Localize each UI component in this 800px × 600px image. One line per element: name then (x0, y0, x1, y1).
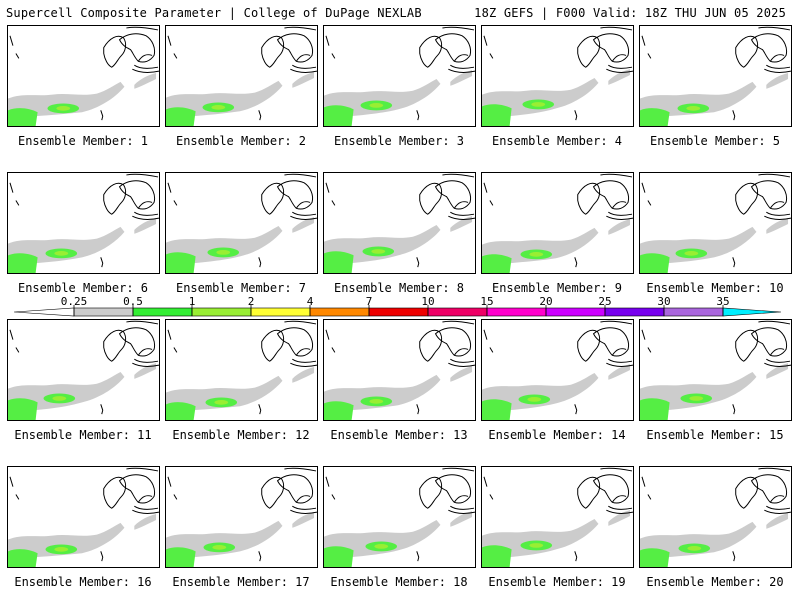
ensemble-member-label: Ensemble Member: 6 (17, 281, 149, 295)
ensemble-map-panel (639, 172, 792, 274)
ensemble-map (8, 467, 159, 567)
colorbar-segment (309, 307, 370, 317)
ensemble-map (166, 26, 317, 126)
ensemble-map (324, 320, 475, 420)
ensemble-map-panel (639, 466, 792, 568)
colorbar-tick-label: 7 (366, 296, 373, 308)
colorbar-tick-label: 0.25 (61, 296, 88, 308)
colorbar-segment (368, 307, 429, 317)
colorbar-tick-label: 25 (598, 296, 611, 308)
ensemble-member-label: Ensemble Member: 14 (488, 428, 626, 442)
ensemble-map-panel (165, 466, 318, 568)
ensemble-member-label: Ensemble Member: 16 (14, 575, 152, 589)
ensemble-map-panel (7, 319, 160, 421)
colorbar-tick-label: 2 (248, 296, 255, 308)
ensemble-map (482, 320, 633, 420)
colorbar-segment (722, 307, 782, 317)
ensemble-member-label: Ensemble Member: 3 (333, 134, 465, 148)
ensemble-map (640, 173, 791, 273)
ensemble-map (8, 173, 159, 273)
colorbar-tick-label: 35 (716, 296, 729, 308)
ensemble-member-label: Ensemble Member: 18 (330, 575, 468, 589)
ensemble-member-label: Ensemble Member: 7 (175, 281, 307, 295)
ensemble-member-label: Ensemble Member: 12 (172, 428, 310, 442)
ensemble-map (482, 173, 633, 273)
ensemble-map (640, 467, 791, 567)
ensemble-map-panel (323, 466, 476, 568)
ensemble-member-label: Ensemble Member: 13 (330, 428, 468, 442)
ensemble-member-label: Ensemble Member: 2 (175, 134, 307, 148)
ensemble-map (166, 173, 317, 273)
ensemble-map (324, 173, 475, 273)
ensemble-member-label: Ensemble Member: 5 (649, 134, 781, 148)
ensemble-member-label: Ensemble Member: 10 (646, 281, 784, 295)
ensemble-map (482, 26, 633, 126)
ensemble-map-panel (639, 25, 792, 127)
valid-time: 18Z GEFS | F000 Valid: 18Z THU JUN 05 20… (474, 6, 786, 20)
colorbar-tick-label: 1 (189, 296, 196, 308)
ensemble-member-label: Ensemble Member: 9 (491, 281, 623, 295)
ensemble-map (640, 320, 791, 420)
colorbar-segment (191, 307, 252, 317)
colorbar-tick-label: 4 (307, 296, 314, 308)
ensemble-map-panel (165, 319, 318, 421)
colorbar-segment (486, 307, 547, 317)
ensemble-map (482, 467, 633, 567)
ensemble-map-panel (481, 319, 634, 421)
ensemble-map-panel (323, 172, 476, 274)
colorbar-segment (545, 307, 606, 317)
colorbar-tick-label: 20 (539, 296, 552, 308)
colorbar-segment (250, 307, 311, 317)
ensemble-member-label: Ensemble Member: 17 (172, 575, 310, 589)
ensemble-map (324, 467, 475, 567)
ensemble-map-panel (165, 25, 318, 127)
ensemble-map-panel (7, 466, 160, 568)
colorbar-tick-label: 15 (480, 296, 493, 308)
ensemble-member-label: Ensemble Member: 1 (17, 134, 149, 148)
ensemble-map-panel (165, 172, 318, 274)
colorbar-tick-label: 10 (421, 296, 434, 308)
ensemble-map (8, 320, 159, 420)
colorbar-segment (604, 307, 665, 317)
ensemble-map-panel (323, 25, 476, 127)
ensemble-member-label: Ensemble Member: 11 (14, 428, 152, 442)
ensemble-map (324, 26, 475, 126)
colorbar-segment (132, 307, 193, 317)
ensemble-map (640, 26, 791, 126)
ensemble-member-label: Ensemble Member: 15 (646, 428, 784, 442)
ensemble-map (166, 467, 317, 567)
colorbar-segment (73, 307, 134, 317)
colorbar-segment (427, 307, 488, 317)
ensemble-map-panel (639, 319, 792, 421)
colorbar-left-arrow (13, 307, 75, 317)
color-legend: 0.25 0.5 1 2 4 7 10 15 20 25 30 35 (13, 296, 782, 317)
ensemble-map (166, 320, 317, 420)
ensemble-map-panel (7, 25, 160, 127)
ensemble-member-label: Ensemble Member: 8 (333, 281, 465, 295)
colorbar-tick-label: 0.5 (123, 296, 143, 308)
ensemble-member-label: Ensemble Member: 4 (491, 134, 623, 148)
ensemble-member-label: Ensemble Member: 20 (646, 575, 784, 589)
ensemble-map-panel (7, 172, 160, 274)
colorbar-tick-label: 30 (657, 296, 670, 308)
page-title: Supercell Composite Parameter | College … (6, 6, 422, 20)
ensemble-map-panel (481, 172, 634, 274)
ensemble-member-label: Ensemble Member: 19 (488, 575, 626, 589)
ensemble-map-panel (481, 25, 634, 127)
ensemble-map-panel (481, 466, 634, 568)
colorbar-segment (663, 307, 724, 317)
ensemble-map (8, 26, 159, 126)
ensemble-map-panel (323, 319, 476, 421)
